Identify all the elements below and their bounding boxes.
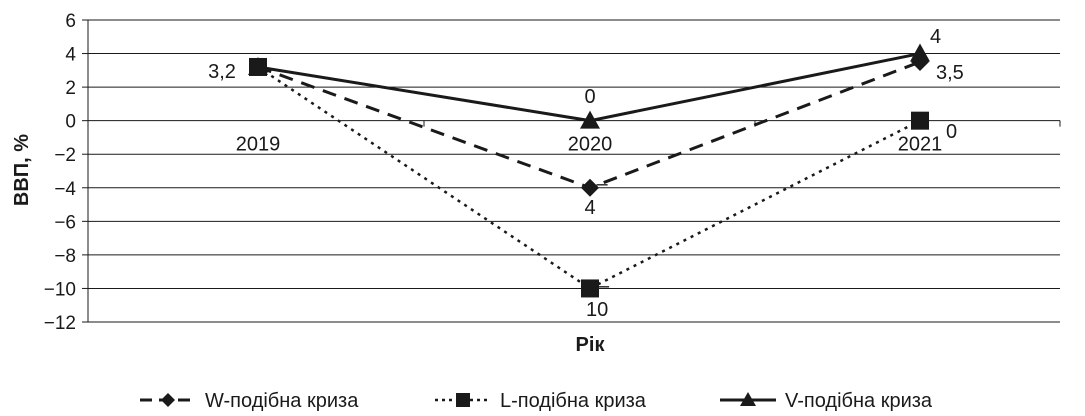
- data-label: 3,2: [208, 61, 236, 83]
- data-label: –4: [584, 173, 608, 219]
- square-marker: [911, 111, 929, 130]
- y-tick-label: −10: [44, 279, 76, 300]
- y-tick-label: 4: [65, 45, 76, 66]
- x-axis-categories: 2019 2020 2021: [236, 134, 943, 156]
- data-labels: 3,2 – 4 3,5 – 10 0 0 4: [208, 26, 964, 321]
- gridlines: [82, 19, 1061, 323]
- y-axis-ticks: 6 4 2 0 −2 −4 −6 −8 −10 −12: [44, 11, 77, 334]
- data-label: 0: [946, 121, 957, 143]
- legend-item: L-подібна криза: [435, 390, 647, 412]
- y-tick-label: 2: [65, 78, 76, 99]
- x-category-label: 2019: [236, 134, 281, 156]
- y-tick-label: −2: [54, 145, 76, 166]
- data-label: 3,5: [936, 62, 964, 84]
- square-marker: [581, 279, 599, 298]
- y-tick-label: 0: [65, 112, 76, 133]
- data-label: 4: [930, 26, 941, 48]
- triangle-marker: [910, 43, 930, 62]
- legend-item: W-подібна криза: [140, 390, 359, 412]
- diamond-marker: [581, 178, 599, 197]
- triangle-marker: [580, 110, 600, 129]
- series-markers: [248, 43, 930, 298]
- triangle-marker: [248, 56, 268, 75]
- data-label: –10: [586, 275, 610, 321]
- x-category-label: 2020: [568, 134, 613, 156]
- x-category-label: 2021: [898, 134, 943, 156]
- x-axis-title: Рік: [576, 334, 606, 356]
- y-tick-label: −8: [54, 246, 76, 267]
- data-label: 0: [584, 86, 595, 108]
- triangle-marker: [740, 392, 756, 406]
- legend-label: W-подібна криза: [205, 390, 359, 412]
- legend-label: V-подібна криза: [785, 390, 933, 412]
- legend-item: V-подібна криза: [720, 390, 933, 412]
- square-marker: [456, 393, 470, 407]
- y-tick-label: 6: [65, 11, 76, 32]
- legend: W-подібна криза L-подібна криза V-подібна …: [140, 390, 933, 412]
- y-tick-label: −4: [54, 179, 76, 200]
- y-tick-label: −6: [54, 212, 76, 233]
- y-axis-title: ВВП, %: [11, 134, 33, 206]
- y-tick-label: −12: [44, 313, 76, 334]
- legend-label: L-подібна криза: [500, 390, 647, 412]
- diamond-marker: [161, 393, 175, 407]
